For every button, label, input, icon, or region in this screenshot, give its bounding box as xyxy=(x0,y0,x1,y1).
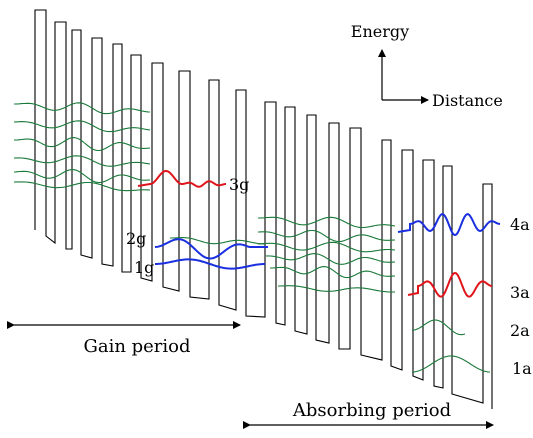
level-2g-wavefunction xyxy=(154,238,268,260)
background-wavefunction xyxy=(14,137,151,152)
state-label-1g: 1g xyxy=(134,258,154,277)
background-wavefunction xyxy=(14,102,151,115)
state-label-2a: 2a xyxy=(510,321,530,340)
background-wavefunction xyxy=(13,169,151,184)
barrier-profile xyxy=(34,9,493,409)
highlighted-levels xyxy=(137,170,501,298)
state-labels: 3g 2g 1g 4a 3a 2a 1a xyxy=(126,175,532,378)
state-label-1a: 1a xyxy=(512,359,532,378)
background-wavefunction xyxy=(412,355,490,373)
level-1g-wavefunction xyxy=(155,258,265,270)
absorbing-period-label: Absorbing period xyxy=(292,400,451,421)
state-label-3a: 3a xyxy=(510,283,530,302)
level-4a-wavefunction xyxy=(397,213,501,237)
energy-axis-label: Energy xyxy=(351,22,409,41)
level-3a-wavefunction xyxy=(407,271,493,298)
background-wavefunction xyxy=(265,253,396,265)
background-wavefunction xyxy=(412,319,466,336)
background-wavefunctions xyxy=(13,102,490,373)
state-label-4a: 4a xyxy=(510,215,530,234)
distance-axis-label: Distance xyxy=(432,91,503,110)
background-wavefunction xyxy=(258,216,396,229)
gain-period-label: Gain period xyxy=(83,336,190,357)
background-wavefunction xyxy=(170,237,265,245)
state-label-3g: 3g xyxy=(229,175,249,194)
background-wavefunction xyxy=(13,181,151,192)
period-markers: Gain period Absorbing period xyxy=(7,321,494,429)
state-label-2g: 2g xyxy=(126,229,146,248)
background-wavefunction xyxy=(257,229,396,243)
background-wavefunction xyxy=(13,155,151,167)
conduction-band-barriers xyxy=(34,9,493,409)
background-wavefunction xyxy=(257,241,396,253)
background-wavefunction xyxy=(270,266,396,279)
background-wavefunction xyxy=(278,285,395,293)
axes-indicator: Energy Distance xyxy=(351,22,503,110)
level-3g-wavefunction xyxy=(137,170,226,188)
background-wavefunction xyxy=(13,120,151,133)
